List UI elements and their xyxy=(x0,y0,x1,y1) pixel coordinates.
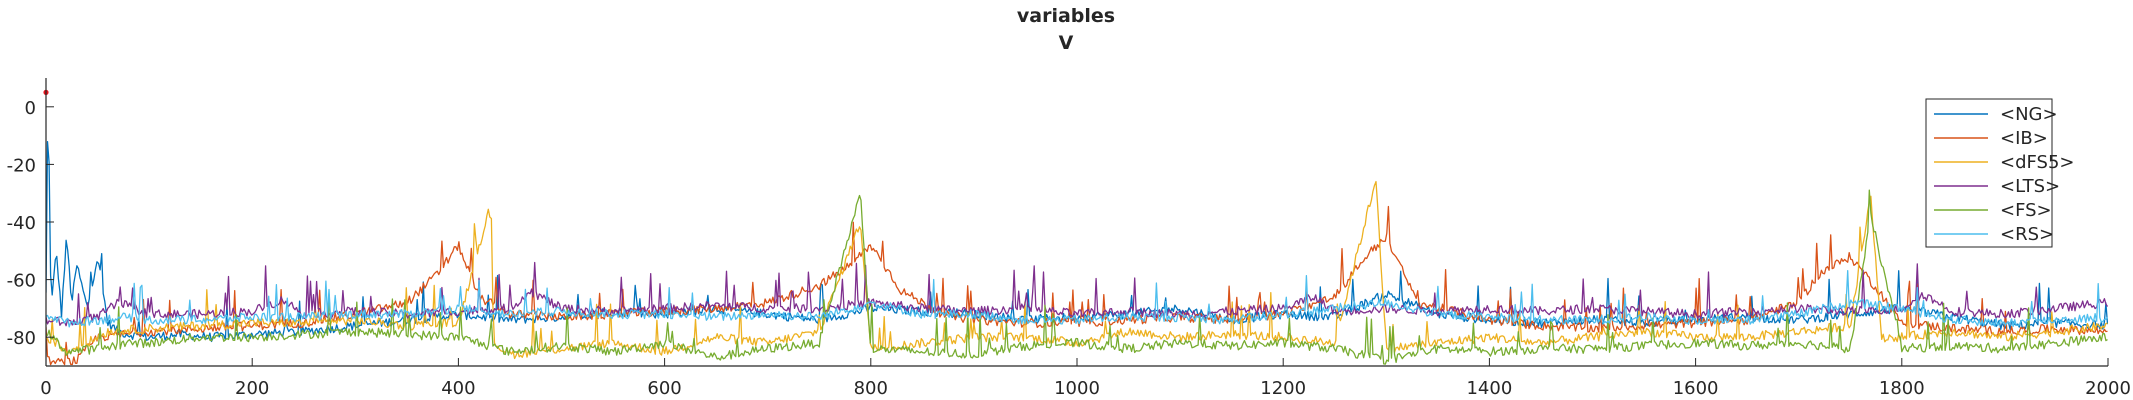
x-tick-label: 400 xyxy=(441,378,475,399)
legend-box xyxy=(1925,98,2053,248)
x-tick-label: 2000 xyxy=(2085,378,2131,399)
series-line-rs xyxy=(46,270,2108,328)
y-tick-label: -20 xyxy=(7,155,36,176)
legend-item: <RS> xyxy=(1934,224,2054,245)
legend-label: <IB> xyxy=(2000,128,2048,149)
y-tick-label: -80 xyxy=(7,328,36,349)
chart-title-line-1: variables xyxy=(1017,5,1115,27)
x-tick-label: 200 xyxy=(235,378,269,399)
chart-title-line-2: V xyxy=(1059,32,1074,54)
x-tick-label: 1600 xyxy=(1673,378,1719,399)
legend-item: <NG> xyxy=(1934,104,2058,125)
legend-label: <RS> xyxy=(2000,224,2054,245)
x-tick-label: 0 xyxy=(40,378,51,399)
series-line-fs xyxy=(46,189,2108,365)
series-line-ib xyxy=(46,205,2108,366)
axes: 0 200 400 600 800 1000 1200 1400 1600 1800 2000 0 -2… xyxy=(7,78,2131,399)
legend-item: <LTS> xyxy=(1934,176,2060,197)
x-tick-label: 800 xyxy=(854,378,888,399)
x-tick-label: 1000 xyxy=(1054,378,1100,399)
legend-label: <LTS> xyxy=(2000,176,2060,197)
x-tick-label: 1400 xyxy=(1466,378,1512,399)
y-tick-label: -40 xyxy=(7,213,36,234)
x-tick-label: 1200 xyxy=(1260,378,1306,399)
x-tick-label: 1800 xyxy=(1879,378,1925,399)
legend-label: <NG> xyxy=(2000,104,2058,125)
legend-label: <FS> xyxy=(2000,200,2052,221)
legend-label: <dFS5> xyxy=(2000,152,2075,173)
legend: <NG> <IB> <dFS5> <LTS> <FS> <RS> xyxy=(1925,98,2075,248)
x-tick-label: 600 xyxy=(647,378,681,399)
legend-item: <dFS5> xyxy=(1934,152,2075,173)
legend-item: <FS> xyxy=(1934,200,2052,221)
legend-item: <IB> xyxy=(1934,128,2048,149)
plot-area xyxy=(43,89,2108,366)
y-tick-label: -60 xyxy=(7,271,36,292)
y-tick-label: 0 xyxy=(25,98,36,119)
series-line-dfs5 xyxy=(46,180,2108,360)
